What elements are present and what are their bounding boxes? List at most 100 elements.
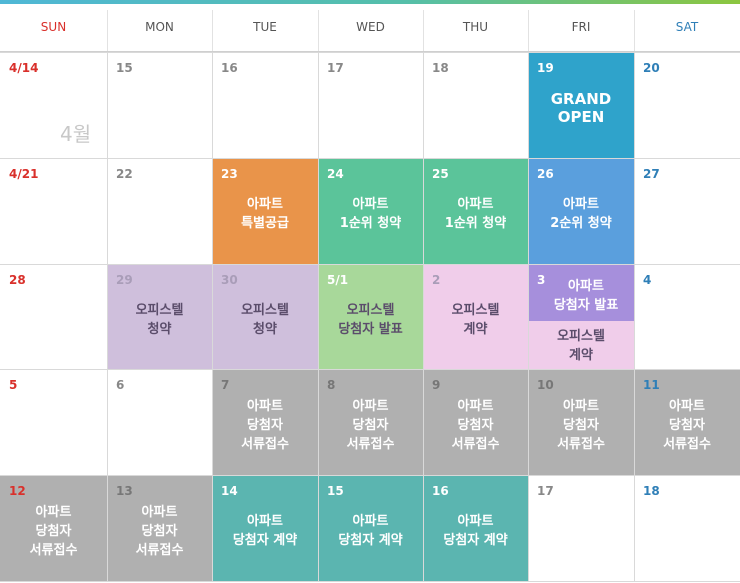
day-number: 25 bbox=[432, 167, 449, 181]
day-number: 10 bbox=[537, 378, 554, 392]
day-number: 30 bbox=[221, 273, 238, 287]
event-label: GRAND OPEN bbox=[550, 90, 612, 126]
day-cell[interactable]: 9 아파트 당첨자 서류접수 bbox=[423, 369, 528, 475]
event-label: 아파트 당첨자 계약 bbox=[338, 514, 403, 548]
day-number: 4/21 bbox=[9, 167, 39, 181]
day-number: 3 bbox=[537, 273, 546, 287]
day-number: 27 bbox=[643, 167, 660, 181]
day-number: 23 bbox=[221, 167, 238, 181]
day-cell[interactable]: 7 아파트 당첨자 서류접수 bbox=[212, 369, 318, 475]
day-cell[interactable]: 16 아파트 당첨자 계약 bbox=[423, 475, 528, 581]
event-label: 아파트 1순위 청약 bbox=[444, 197, 507, 231]
day-number: 18 bbox=[643, 484, 660, 498]
day-cell[interactable]: 4/21 bbox=[0, 158, 107, 264]
column-divider bbox=[423, 52, 424, 581]
day-cell[interactable]: 11 아파트 당첨자 서류접수 bbox=[634, 369, 740, 475]
row-divider bbox=[0, 581, 740, 582]
day-cell[interactable]: 27 bbox=[634, 158, 740, 264]
day-number: 14 bbox=[221, 484, 238, 498]
day-number: 4/14 bbox=[9, 61, 39, 75]
event-label: 아파트 당첨자 서류접수 bbox=[557, 398, 605, 452]
day-cell[interactable]: 18 bbox=[634, 475, 740, 581]
day-number: 26 bbox=[537, 167, 554, 181]
day-cell[interactable]: 22 bbox=[107, 158, 212, 264]
day-cell[interactable]: 12 아파트 당첨자 서류접수 bbox=[0, 475, 107, 581]
day-number: 11 bbox=[643, 378, 660, 392]
row-divider bbox=[0, 158, 740, 159]
day-cell[interactable]: 28 bbox=[0, 264, 107, 369]
day-cell[interactable]: 18 bbox=[423, 52, 528, 158]
day-number: 15 bbox=[116, 61, 133, 75]
day-cell[interactable]: 29 오피스텔 청약 bbox=[107, 264, 212, 369]
column-divider bbox=[634, 52, 635, 581]
day-cell[interactable]: 17 bbox=[528, 475, 634, 581]
event-label: 아파트 당첨자 발표 bbox=[553, 279, 619, 313]
header-divider bbox=[318, 10, 319, 51]
column-divider bbox=[318, 52, 319, 581]
top-accent-bar bbox=[0, 0, 740, 4]
column-divider bbox=[107, 52, 108, 581]
header-divider bbox=[634, 10, 635, 51]
column-divider bbox=[212, 52, 213, 581]
day-cell[interactable]: 5 bbox=[0, 369, 107, 475]
event-block bbox=[528, 264, 634, 321]
day-number: 22 bbox=[116, 167, 133, 181]
day-number: 20 bbox=[643, 61, 660, 75]
day-cell[interactable]: 24 아파트 1순위 청약 bbox=[318, 158, 423, 264]
day-number: 13 bbox=[116, 484, 133, 498]
day-number: 2 bbox=[432, 273, 441, 287]
day-number: 4 bbox=[643, 273, 652, 287]
weekday-tue: TUE bbox=[253, 20, 277, 34]
header-divider bbox=[212, 10, 213, 51]
day-number: 28 bbox=[9, 273, 26, 287]
row-divider bbox=[0, 475, 740, 476]
event-label: 오피스텔 당첨자 발표 bbox=[338, 303, 403, 337]
day-number: 29 bbox=[116, 273, 133, 287]
event-label: 오피스텔 청약 bbox=[241, 303, 289, 337]
weekday-sat: SAT bbox=[675, 20, 699, 34]
event-label: 아파트 당첨자 서류접수 bbox=[451, 398, 500, 452]
day-number: 5 bbox=[9, 378, 18, 392]
header-divider bbox=[107, 10, 108, 51]
day-cell[interactable]: 15 bbox=[107, 52, 212, 158]
day-cell[interactable]: 8 아파트 당첨자 서류접수 bbox=[318, 369, 423, 475]
day-cell[interactable]: 5/1 오피스텔 당첨자 발표 bbox=[318, 264, 423, 369]
weekday-wed: WED bbox=[356, 20, 385, 34]
event-label: 아파트 특별공급 bbox=[241, 197, 289, 231]
day-cell[interactable]: 4 bbox=[634, 264, 740, 369]
day-number: 17 bbox=[537, 484, 554, 498]
day-cell[interactable]: 13 아파트 당첨자 서류접수 bbox=[107, 475, 212, 581]
day-cell[interactable]: 26 아파트 2순위 청약 bbox=[528, 158, 634, 264]
event-label: 아파트 당첨자 서류접수 bbox=[346, 398, 395, 452]
day-cell[interactable]: 25 아파트 1순위 청약 bbox=[423, 158, 528, 264]
weekday-fri: FRI bbox=[571, 20, 591, 34]
weekday-sun: SUN bbox=[40, 20, 67, 34]
day-cell[interactable]: 6 bbox=[107, 369, 212, 475]
day-cell[interactable]: 17 bbox=[318, 52, 423, 158]
day-cell[interactable]: 2 오피스텔 계약 bbox=[423, 264, 528, 369]
event-label: 오피스텔 계약 bbox=[451, 303, 500, 337]
day-cell[interactable]: 19 GRAND OPEN bbox=[528, 52, 634, 158]
day-cell[interactable]: 20 bbox=[634, 52, 740, 158]
row-divider bbox=[0, 264, 740, 265]
day-number: 12 bbox=[9, 484, 26, 498]
day-cell[interactable]: 23 아파트 특별공급 bbox=[212, 158, 318, 264]
day-number: 9 bbox=[432, 378, 441, 392]
event-label: 아파트 당첨자 서류접수 bbox=[241, 398, 289, 452]
event-label: 아파트 당첨자 계약 bbox=[232, 514, 298, 548]
day-cell[interactable]: 30 오피스텔 청약 bbox=[212, 264, 318, 369]
day-number: 8 bbox=[327, 378, 336, 392]
day-cell[interactable]: 16 bbox=[212, 52, 318, 158]
event-label: 오피스텔 계약 bbox=[557, 329, 605, 363]
day-number: 5/1 bbox=[327, 273, 349, 287]
day-cell[interactable]: 4/14 4월 bbox=[0, 52, 107, 158]
day-cell[interactable]: 14 아파트 당첨자 계약 bbox=[212, 475, 318, 581]
day-cell[interactable]: 15 아파트 당첨자 계약 bbox=[318, 475, 423, 581]
day-number: 16 bbox=[432, 484, 449, 498]
event-label: 아파트 당첨자 서류접수 bbox=[663, 398, 711, 452]
day-cell[interactable]: 10 아파트 당첨자 서류접수 bbox=[528, 369, 634, 475]
day-number: 19 bbox=[537, 61, 554, 75]
event-label: 아파트 당첨자 서류접수 bbox=[29, 504, 78, 558]
day-number: 15 bbox=[327, 484, 344, 498]
